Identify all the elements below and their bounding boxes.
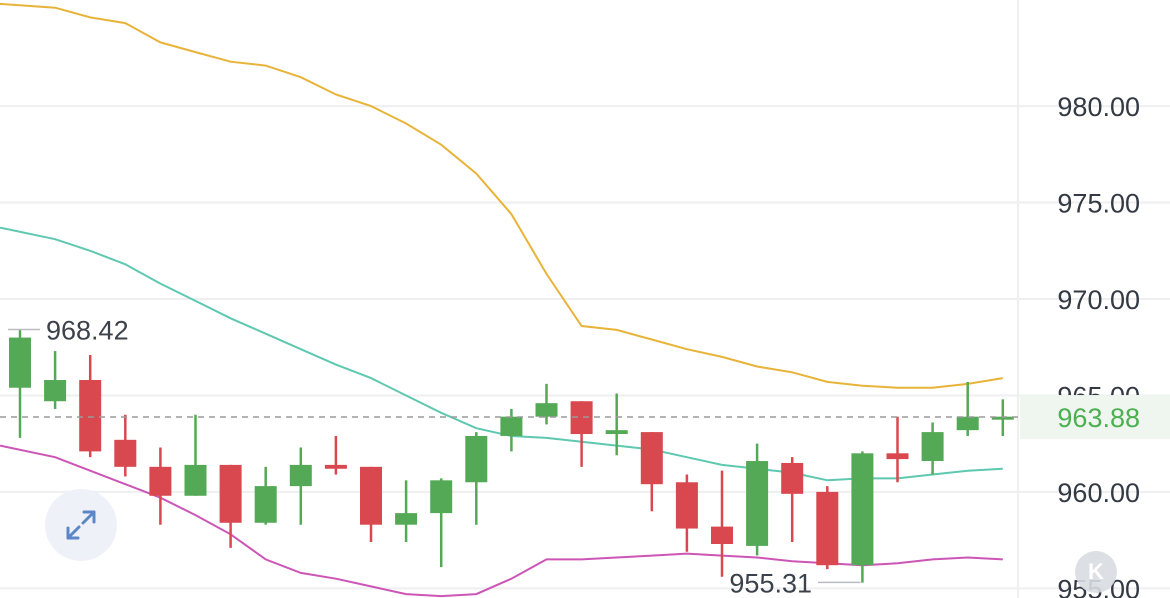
candle <box>570 401 593 467</box>
candle <box>149 447 172 525</box>
candle-body <box>675 482 698 529</box>
candle <box>886 416 909 483</box>
y-tick-label: 975.00 <box>1057 189 1140 219</box>
candle-body <box>149 466 172 496</box>
candle <box>675 474 698 552</box>
candle-body <box>395 513 418 525</box>
candle <box>289 447 312 525</box>
candle-body <box>465 435 488 483</box>
candle <box>956 381 979 436</box>
band-upper-line <box>0 2 1003 389</box>
price-markers: 968.42 955.31 <box>8 315 861 598</box>
candle <box>360 466 382 543</box>
band-middle-line <box>0 226 1003 482</box>
candle <box>465 432 488 525</box>
candle <box>605 393 628 456</box>
y-tick-label: 980.00 <box>1057 92 1140 122</box>
candle-body <box>991 416 1014 420</box>
candle-body <box>851 453 874 566</box>
candle-body <box>535 403 558 417</box>
candle-body <box>9 337 31 388</box>
candle <box>711 470 733 577</box>
candle-body <box>570 401 593 435</box>
candle-body <box>816 491 839 566</box>
candle-body <box>640 432 663 485</box>
candle-body <box>360 466 382 525</box>
candle-body <box>219 464 242 523</box>
candle <box>640 432 663 512</box>
candle <box>114 414 137 477</box>
candle <box>79 354 102 458</box>
candle <box>816 486 839 570</box>
candle-body <box>114 439 137 467</box>
candle <box>430 478 453 568</box>
candle <box>184 414 207 496</box>
k-logo-button[interactable]: K <box>1075 551 1117 593</box>
candle-body <box>921 432 944 462</box>
expand-button[interactable] <box>45 489 117 561</box>
candle <box>851 451 874 583</box>
y-tick-label: 960.00 <box>1057 478 1140 508</box>
candle <box>9 329 31 438</box>
candle <box>324 435 347 475</box>
k-logo-icon: K <box>1088 559 1104 584</box>
low-marker-label: 955.31 <box>729 568 812 598</box>
expand-arrows-icon <box>66 510 96 540</box>
current-price-tag-bg <box>1020 395 1170 440</box>
candle <box>500 408 523 452</box>
candle-body <box>746 461 769 546</box>
candle <box>395 480 418 543</box>
candle-body <box>430 480 453 514</box>
candle <box>746 443 769 556</box>
current-price-tag: 963.88 <box>1020 395 1170 440</box>
y-tick-label: 970.00 <box>1057 285 1140 315</box>
candle-body <box>711 526 733 544</box>
candle-body <box>79 380 102 452</box>
candle-body <box>254 486 277 523</box>
candle <box>781 457 804 543</box>
candle <box>219 464 242 548</box>
high-marker-label: 968.42 <box>46 315 129 345</box>
band-lower-line <box>0 444 1003 598</box>
candles <box>9 329 1014 583</box>
candle-body <box>44 380 67 402</box>
candle-body <box>184 464 207 496</box>
candle <box>535 383 558 425</box>
candle <box>921 422 944 475</box>
current-price-label: 963.88 <box>1057 403 1140 433</box>
candle-body <box>956 416 979 431</box>
candle <box>254 466 277 525</box>
candle-body <box>886 453 909 460</box>
candle-body <box>605 430 628 435</box>
candle-body <box>781 462 804 494</box>
grid-lines <box>0 105 1170 590</box>
candle-body <box>500 416 523 436</box>
candle-body <box>289 464 312 487</box>
candle <box>44 351 67 409</box>
candle-body <box>324 464 347 469</box>
